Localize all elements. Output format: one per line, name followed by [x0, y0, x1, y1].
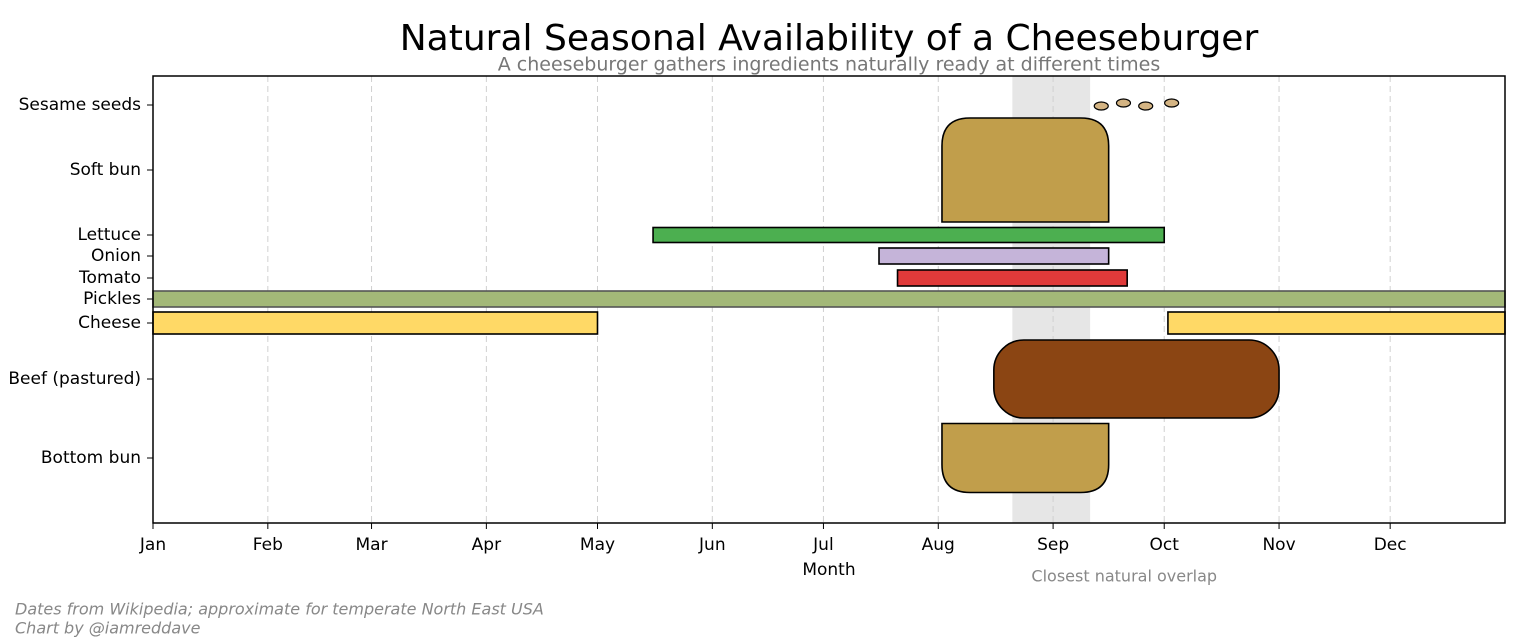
y-tick-label: Cheese [78, 313, 141, 333]
chart-title: Natural Seasonal Availability of a Chees… [400, 18, 1259, 59]
x-tick-label: Feb [253, 535, 283, 555]
y-tick-label: Lettuce [77, 225, 141, 245]
y-tick-label: Tomato [78, 268, 141, 288]
y-tick-label: Sesame seeds [19, 95, 142, 115]
sesame-seed [1115, 98, 1132, 108]
bar [152, 311, 599, 335]
x-tick-label: Jun [698, 535, 726, 555]
bar [152, 290, 1506, 308]
footnote: Chart by @iamreddave [15, 619, 201, 638]
sesame-seed [1093, 101, 1109, 111]
y-tick-label: Pickles [83, 289, 141, 309]
overlap-label: Closest natural overlap [1031, 567, 1217, 586]
x-tick-label: Jul [812, 535, 834, 555]
y-tick-label: Bottom bun [41, 448, 141, 468]
plot-frame [152, 75, 1506, 524]
bar [1167, 311, 1506, 335]
x-tick-label: Nov [1262, 535, 1295, 555]
x-tick-label: Dec [1374, 535, 1407, 555]
bar [896, 269, 1128, 287]
sesame-seed [1164, 98, 1180, 108]
x-tick-label: Oct [1150, 535, 1180, 555]
bun-top [941, 117, 1110, 223]
x-tick-label: Apr [472, 535, 501, 555]
footnote: Dates from Wikipedia; approximate for te… [15, 600, 544, 619]
y-tick-label: Soft bun [70, 160, 141, 180]
sesame-seed [1138, 101, 1154, 111]
y-tick-label: Beef (pastured) [8, 369, 141, 389]
x-axis-label: Month [802, 560, 855, 580]
x-tick-label: Aug [922, 535, 955, 555]
bar [878, 247, 1110, 265]
y-tick-label: Onion [91, 246, 141, 266]
x-tick-label: Sep [1037, 535, 1069, 555]
bar [652, 226, 1166, 244]
x-tick-label: Jan [139, 535, 166, 555]
patty [993, 339, 1280, 419]
bun-bottom [941, 422, 1110, 494]
x-tick-label: Mar [356, 535, 388, 555]
x-tick-label: May [580, 535, 615, 555]
chart-subtitle: A cheeseburger gathers ingredients natur… [498, 54, 1160, 76]
